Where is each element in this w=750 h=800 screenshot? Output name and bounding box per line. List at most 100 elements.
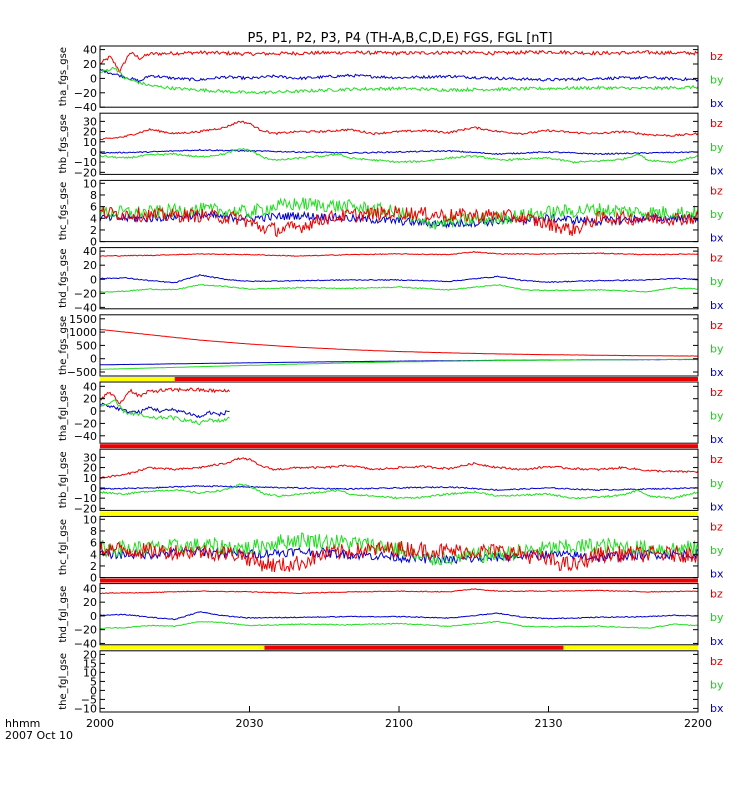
series-bz-thc_fgs_gse [100, 206, 698, 238]
y-axis-label: thc_fgs_gse [58, 182, 69, 241]
y-tick-label: −20 [74, 166, 97, 179]
y-axis-label: thb_fgl_gse [58, 451, 69, 508]
y-tick-label: 0 [90, 482, 97, 495]
y-axis-label: thb_fgs_gse [58, 114, 69, 173]
legend-bx: bx [710, 568, 724, 581]
y-tick-label: 15 [83, 657, 97, 670]
state-flag-yellow [563, 645, 698, 650]
y-tick-label: 4 [90, 548, 97, 561]
legend-by: by [710, 208, 724, 221]
series-bz-thc_fgl_gse [100, 541, 698, 573]
y-tick-label: −20 [74, 87, 97, 100]
legend-by: by [710, 611, 724, 624]
series-bz-thb_fgl_gse [100, 457, 698, 479]
series-by-thc_fgs_gse [100, 197, 698, 230]
y-tick-label: −20 [74, 417, 97, 430]
series-bz-thd_fgs_gse [100, 250, 698, 257]
legend-bx: bx [710, 299, 724, 312]
y-tick-label: −500 [67, 366, 97, 379]
y-tick-label: −10 [74, 492, 97, 505]
legend-bz: bz [710, 588, 723, 601]
y-tick-label: 20 [83, 126, 97, 139]
y-tick-label: 1500 [69, 313, 97, 326]
series-bx-tha_fgs_gse [100, 68, 698, 84]
x-tick-label: 2030 [236, 717, 264, 730]
legend-by: by [710, 74, 724, 87]
y-axis-label: the_fgl_gse [58, 653, 69, 710]
series-bx-thd_fgs_gse [100, 273, 698, 284]
y-tick-label: −20 [74, 287, 97, 300]
legend-bz: bz [710, 453, 723, 466]
legend-bz: bz [710, 386, 723, 399]
y-tick-label: 40 [83, 582, 97, 595]
legend-bx: bx [710, 702, 724, 715]
y-tick-label: 0 [90, 572, 97, 585]
legend-by: by [710, 141, 724, 154]
series-by-thd_fgs_gse [100, 284, 698, 293]
panel-frame [99, 112, 699, 175]
legend-bz: bz [710, 117, 723, 130]
series-by-tha_fgs_gse [100, 66, 698, 95]
legend-bx: bx [710, 635, 724, 648]
y-tick-label: 2 [90, 560, 97, 573]
y-tick-label: 40 [83, 44, 97, 57]
legend-bx: bx [710, 97, 724, 110]
y-tick-label: 10 [83, 136, 97, 149]
legend-bz: bz [710, 50, 723, 63]
state-flag-red [264, 645, 564, 650]
series-bx-thc_fgs_gse [100, 210, 698, 229]
y-tick-label: 0 [90, 273, 97, 286]
y-tick-label: 20 [83, 648, 97, 661]
series-bx-thb_fgl_gse [100, 485, 698, 492]
series-by-the_fgs_gse [100, 358, 698, 370]
x-axis-label-hhmm: hhmm [5, 717, 40, 730]
state-flag-red [100, 578, 698, 583]
y-tick-label: 2 [90, 224, 97, 237]
y-tick-label: 20 [83, 259, 97, 272]
y-tick-label: −10 [74, 702, 97, 715]
legend-bz: bz [710, 655, 723, 668]
y-axis-label: thd_fgs_gse [58, 248, 69, 307]
state-flag-yellow [100, 377, 175, 381]
x-tick-label: 2200 [684, 717, 712, 730]
y-tick-label: 20 [83, 393, 97, 406]
y-tick-label: 0 [90, 72, 97, 85]
legend-bx: bx [710, 164, 724, 177]
y-tick-label: 0 [90, 146, 97, 159]
panel-frame [99, 448, 699, 511]
y-tick-label: 10 [83, 472, 97, 485]
state-flag-red [100, 444, 698, 449]
y-tick-label: 5 [90, 675, 97, 688]
legend-bz: bz [710, 252, 723, 265]
y-tick-label: −40 [74, 301, 97, 314]
y-tick-label: 4 [90, 212, 97, 225]
legend-by: by [710, 544, 724, 557]
y-axis-label: thd_fgl_gse [58, 586, 69, 643]
series-bz-thb_fgs_gse [100, 120, 698, 141]
x-tick-label: 2100 [385, 717, 413, 730]
series-by-tha_fgl_gse [100, 399, 230, 426]
y-tick-label: −40 [74, 101, 97, 114]
series-bx-thd_fgl_gse [100, 611, 698, 621]
legend-bx: bx [710, 500, 724, 513]
y-axis-label: tha_fgl_gse [58, 384, 69, 441]
y-tick-label: 0 [90, 610, 97, 623]
state-flag-yellow [100, 645, 265, 650]
y-tick-label: 6 [90, 201, 97, 214]
panel-frame [99, 515, 699, 579]
series-bx-thb_fgs_gse [100, 148, 698, 156]
y-tick-label: 40 [83, 245, 97, 258]
y-axis-label: tha_fgs_gse [58, 47, 69, 106]
y-tick-label: 500 [76, 339, 97, 352]
panel-frame [99, 179, 699, 243]
legend-by: by [710, 678, 724, 691]
y-tick-label: 10 [83, 666, 97, 679]
